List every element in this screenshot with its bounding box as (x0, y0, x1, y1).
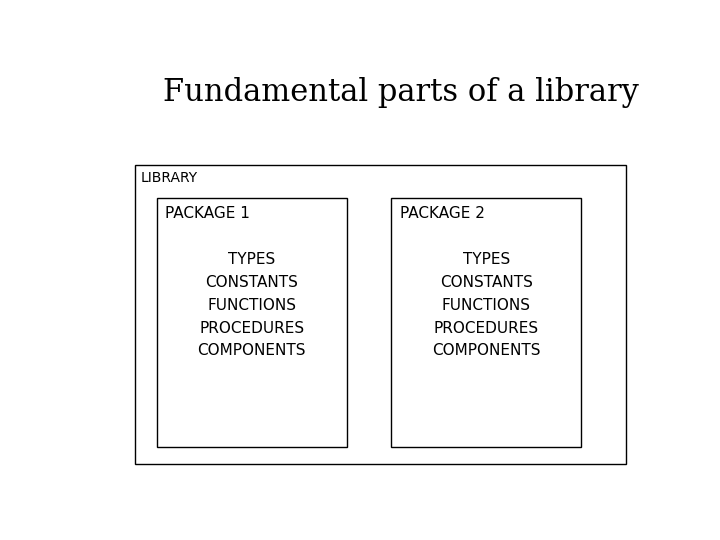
Bar (135, 165, 626, 464)
Text: CONSTANTS: CONSTANTS (205, 275, 298, 290)
Text: CONSTANTS: CONSTANTS (440, 275, 533, 290)
Text: TYPES: TYPES (228, 252, 276, 267)
Text: FUNCTIONS: FUNCTIONS (207, 298, 297, 313)
Text: LIBRARY: LIBRARY (140, 171, 197, 185)
Bar (392, 198, 581, 447)
Text: PACKAGE 1: PACKAGE 1 (166, 206, 251, 221)
Text: FUNCTIONS: FUNCTIONS (441, 298, 531, 313)
Text: PROCEDURES: PROCEDURES (433, 321, 539, 335)
Bar (157, 198, 347, 447)
Text: PACKAGE 2: PACKAGE 2 (400, 206, 485, 221)
Text: Fundamental parts of a library: Fundamental parts of a library (163, 77, 639, 109)
Text: COMPONENTS: COMPONENTS (432, 343, 541, 359)
Text: PROCEDURES: PROCEDURES (199, 321, 305, 335)
Text: COMPONENTS: COMPONENTS (197, 343, 306, 359)
Text: TYPES: TYPES (462, 252, 510, 267)
